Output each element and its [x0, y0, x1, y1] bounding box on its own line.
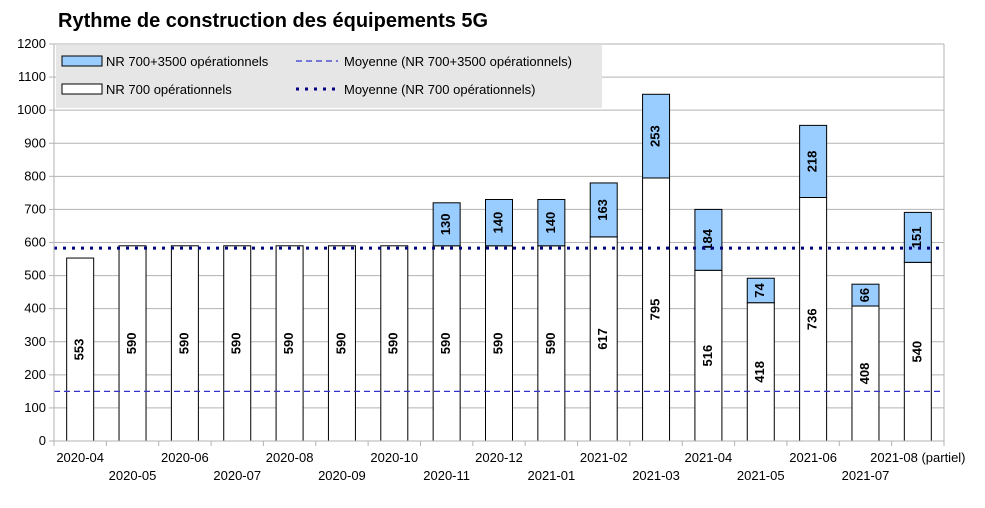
y-tick-label: 600 — [24, 235, 46, 250]
x-tick-label: 2021-04 — [685, 450, 733, 465]
bar-nr700-3500 — [851, 283, 880, 307]
bar-nr700 — [485, 245, 513, 442]
data-label: 590 — [281, 333, 296, 355]
legend: NR 700+3500 opérationnels NR 700 opératio… — [56, 45, 602, 108]
x-tick-label: 2020-08 — [266, 450, 314, 465]
bar-nr700-3500 — [642, 93, 671, 179]
bar-nr700-3500 — [694, 208, 723, 271]
y-tick-label: 400 — [24, 301, 46, 316]
data-label: 253 — [647, 125, 662, 147]
data-label: 590 — [438, 333, 453, 355]
x-tick-label: 2020-11 — [423, 468, 470, 483]
legend-item-avg-nr700: Moyenne (NR 700 opérationnels) — [296, 82, 536, 97]
legend-label: NR 700+3500 opérationnels — [106, 54, 269, 69]
data-label: 795 — [647, 299, 662, 321]
bar-nr700 — [589, 236, 618, 442]
legend-swatch — [61, 83, 103, 95]
data-label: 540 — [909, 341, 924, 363]
y-tick-label: 900 — [24, 135, 46, 150]
y-tick-label: 200 — [24, 367, 46, 382]
data-label: 74 — [752, 282, 767, 297]
data-label: 590 — [124, 333, 139, 355]
reference-lines — [54, 246, 944, 392]
legend-label: NR 700 opérationnels — [106, 82, 232, 97]
chart-title: Rythme de construction des équipements 5… — [58, 10, 488, 32]
legend-label: Moyenne (NR 700+3500 opérationnels) — [344, 54, 572, 69]
data-label: 617 — [595, 328, 610, 350]
x-tick-label: 2021-07 — [842, 468, 890, 483]
data-label: 184 — [700, 228, 715, 250]
y-tick-label: 700 — [24, 201, 46, 216]
bar-nr700 — [223, 245, 252, 442]
y-tick-label: 500 — [24, 268, 46, 283]
x-tick-label: 2020-05 — [109, 468, 157, 483]
y-tick-label: 1200 — [17, 36, 46, 51]
y-tick-label: 0 — [39, 433, 46, 448]
data-label: 218 — [805, 151, 820, 173]
bar-nr700-3500 — [485, 198, 513, 247]
data-label: 590 — [229, 333, 244, 355]
data-label: 516 — [700, 345, 715, 367]
legend-item-nr700-3500: NR 700+3500 opérationnels — [61, 54, 269, 69]
legend-box — [56, 45, 602, 108]
data-label: 66 — [857, 288, 872, 302]
bar-nr700-3500 — [799, 124, 828, 199]
x-tick-label: 2021-03 — [632, 468, 680, 483]
data-label: 590 — [543, 333, 558, 355]
data-label: 553 — [72, 339, 87, 361]
x-tick-label: 2020-07 — [213, 468, 261, 483]
y-tick-label: 1100 — [18, 69, 46, 84]
data-label: 590 — [490, 333, 505, 355]
bar-nr700 — [275, 245, 304, 442]
bar-nr700-3500 — [903, 211, 932, 263]
data-label: 130 — [438, 213, 453, 235]
axes: 0 100 200 300 400 500 600 700 800 900 1000 1100 1200… — [17, 36, 965, 483]
data-label: 590 — [176, 333, 191, 355]
bar-nr700-3500 — [746, 277, 775, 304]
y-tick-label: 1000 — [17, 102, 46, 117]
bar-nr700 — [694, 269, 723, 442]
bar-nr700-3500 — [432, 202, 461, 247]
bar-nr700 — [432, 245, 461, 442]
data-label: 140 — [543, 212, 558, 234]
legend-item-avg-nr700-3500: Moyenne (NR 700+3500 opérationnels) — [296, 54, 572, 69]
data-label: 140 — [490, 212, 505, 234]
y-tick-label: 300 — [24, 334, 46, 349]
x-tick-label: 2020-04 — [56, 450, 104, 465]
y-tick-label: 100 — [24, 400, 46, 415]
x-tick-label: 2021-06 — [789, 450, 837, 465]
data-label: 418 — [752, 361, 767, 383]
legend-swatch — [61, 55, 103, 67]
data-label: 163 — [595, 199, 610, 221]
data-label: 590 — [386, 333, 401, 355]
data-label: 408 — [857, 363, 872, 385]
data-label: 736 — [805, 308, 820, 330]
bars: 553 590 590 590 590 590 590 590 130 590 140 590 140 6… — [66, 93, 932, 442]
x-tick-label: 2020-09 — [318, 468, 366, 483]
bar-nr700-3500 — [537, 198, 566, 247]
bar-nr700 — [170, 245, 199, 442]
x-tick-label: 2020-12 — [475, 450, 523, 465]
x-tick-label: 2020-06 — [161, 450, 209, 465]
y-tick-label: 800 — [24, 168, 46, 183]
bar-nr700-3500 — [589, 182, 618, 238]
data-label: 151 — [909, 227, 924, 249]
x-tick-label: 2021-05 — [737, 468, 785, 483]
x-tick-label: 2020-10 — [370, 450, 418, 465]
bar-nr700 — [642, 177, 671, 442]
x-tick-label: 2021-02 — [580, 450, 628, 465]
legend-item-nr700: NR 700 opérationnels — [61, 82, 232, 97]
legend-label: Moyenne (NR 700 opérationnels) — [344, 82, 536, 97]
data-label: 590 — [333, 333, 348, 355]
bar-nr700 — [327, 245, 356, 442]
bar-nr700 — [537, 245, 566, 442]
x-tick-label: 2021-01 — [527, 468, 575, 483]
x-tick-label: 2021-08 (partiel) — [870, 450, 965, 465]
